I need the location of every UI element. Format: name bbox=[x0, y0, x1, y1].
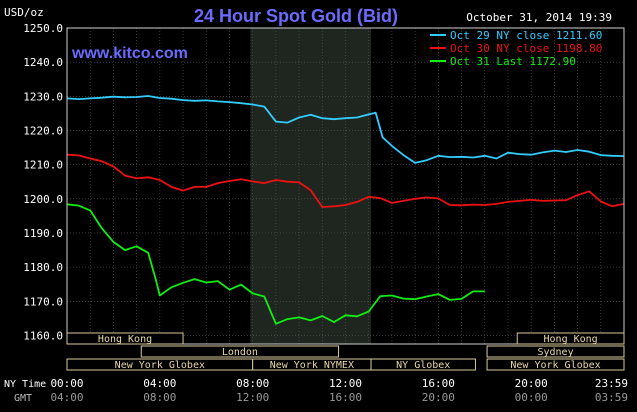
timestamp: October 31, 2014 19:39 bbox=[466, 11, 612, 24]
session-box bbox=[516, 332, 625, 345]
session-label: New York Globex bbox=[510, 360, 600, 371]
session-bar: New York NYMEX bbox=[252, 358, 372, 371]
x-tick-label-ny: 12:00 bbox=[329, 377, 362, 390]
x-tick-label-ny: 23:59 bbox=[595, 377, 628, 390]
legend: Oct 29 NY close 1211.60 Oct 30 NY close … bbox=[430, 29, 602, 68]
session-shade bbox=[250, 28, 372, 344]
session-bar: NY Globex bbox=[370, 358, 476, 371]
chart-title: 24 Hour Spot Gold (Bid) bbox=[194, 6, 398, 26]
session-label: London bbox=[222, 347, 258, 358]
series-line-1 bbox=[66, 153, 625, 208]
session-label: NY Globex bbox=[396, 360, 450, 371]
legend-entry-oct29: Oct 29 NY close 1211.60 bbox=[450, 29, 602, 42]
session-box bbox=[140, 345, 340, 358]
x-axis-ticks: 00:0004:0004:0008:0008:0012:0012:0016:00… bbox=[50, 377, 628, 404]
session-bar: Hong Kong bbox=[516, 332, 625, 345]
x-tick-label-gmt: 04:00 bbox=[50, 391, 83, 404]
session-label: New York NYMEX bbox=[270, 360, 354, 371]
y-tick-label: 1210.0 bbox=[23, 159, 63, 172]
session-bar: London bbox=[140, 345, 340, 358]
x-tick-label-ny: 20:00 bbox=[515, 377, 548, 390]
gmt-label: GMT bbox=[14, 393, 32, 404]
session-label: Hong Kong bbox=[544, 334, 598, 345]
market-sessions: Hong Kong London New York Globex New York N… bbox=[66, 332, 625, 371]
x-tick-label-ny: 00:00 bbox=[50, 377, 83, 390]
x-tick-label-gmt: 20:00 bbox=[422, 391, 455, 404]
x-tick-label-ny: 04:00 bbox=[143, 377, 176, 390]
y-tick-label: 1180.0 bbox=[23, 261, 63, 274]
series-line-0 bbox=[66, 95, 625, 164]
watermark: www.kitco.com bbox=[71, 45, 188, 62]
y-axis-ticks: 1250.0 1240.0 1230.0 1220.0 1210.0 1200.0 1190… bbox=[23, 22, 63, 342]
x-tick-label-ny: 16:00 bbox=[422, 377, 455, 390]
legend-entry-oct30: Oct 30 NY close 1198.80 bbox=[450, 42, 602, 55]
y-tick-label: 1230.0 bbox=[23, 90, 63, 103]
legend-entry-oct31: Oct 31 Last 1172.90 bbox=[450, 55, 576, 68]
session-bar: New York Globex bbox=[66, 358, 254, 371]
session-box bbox=[370, 358, 476, 371]
session-box bbox=[486, 358, 625, 371]
series-lines bbox=[66, 95, 625, 325]
unit-label: USD/oz bbox=[4, 6, 44, 19]
session-bar: New York Globex bbox=[486, 358, 625, 371]
y-tick-label: 1220.0 bbox=[23, 124, 63, 137]
ny-time-label: NY Time bbox=[4, 379, 46, 390]
session-label: New York Globex bbox=[115, 360, 205, 371]
session-label: Hong Kong bbox=[98, 334, 152, 345]
series-line-2 bbox=[66, 203, 485, 325]
x-tick-label-gmt: 12:00 bbox=[236, 391, 269, 404]
y-tick-label: 1160.0 bbox=[23, 329, 63, 342]
x-tick-label-gmt: 00:00 bbox=[515, 391, 548, 404]
plot-frame bbox=[66, 27, 625, 345]
x-tick-label-ny: 08:00 bbox=[236, 377, 269, 390]
session-label: Sydney bbox=[537, 347, 573, 358]
x-tick-label-gmt: 03:59 bbox=[595, 391, 628, 404]
session-box bbox=[486, 345, 625, 358]
y-tick-label: 1250.0 bbox=[23, 22, 63, 35]
y-tick-label: 1170.0 bbox=[23, 295, 63, 308]
session-box bbox=[66, 332, 184, 345]
session-bar: Hong Kong bbox=[66, 332, 184, 345]
nymex-session-shade bbox=[250, 28, 372, 344]
y-tick-label: 1190.0 bbox=[23, 227, 63, 240]
y-tick-label: 1240.0 bbox=[23, 56, 63, 69]
x-tick-label-gmt: 16:00 bbox=[329, 391, 362, 404]
y-tick-label: 1200.0 bbox=[23, 193, 63, 206]
x-tick-label-gmt: 08:00 bbox=[143, 391, 176, 404]
session-bar: Sydney bbox=[486, 345, 625, 358]
